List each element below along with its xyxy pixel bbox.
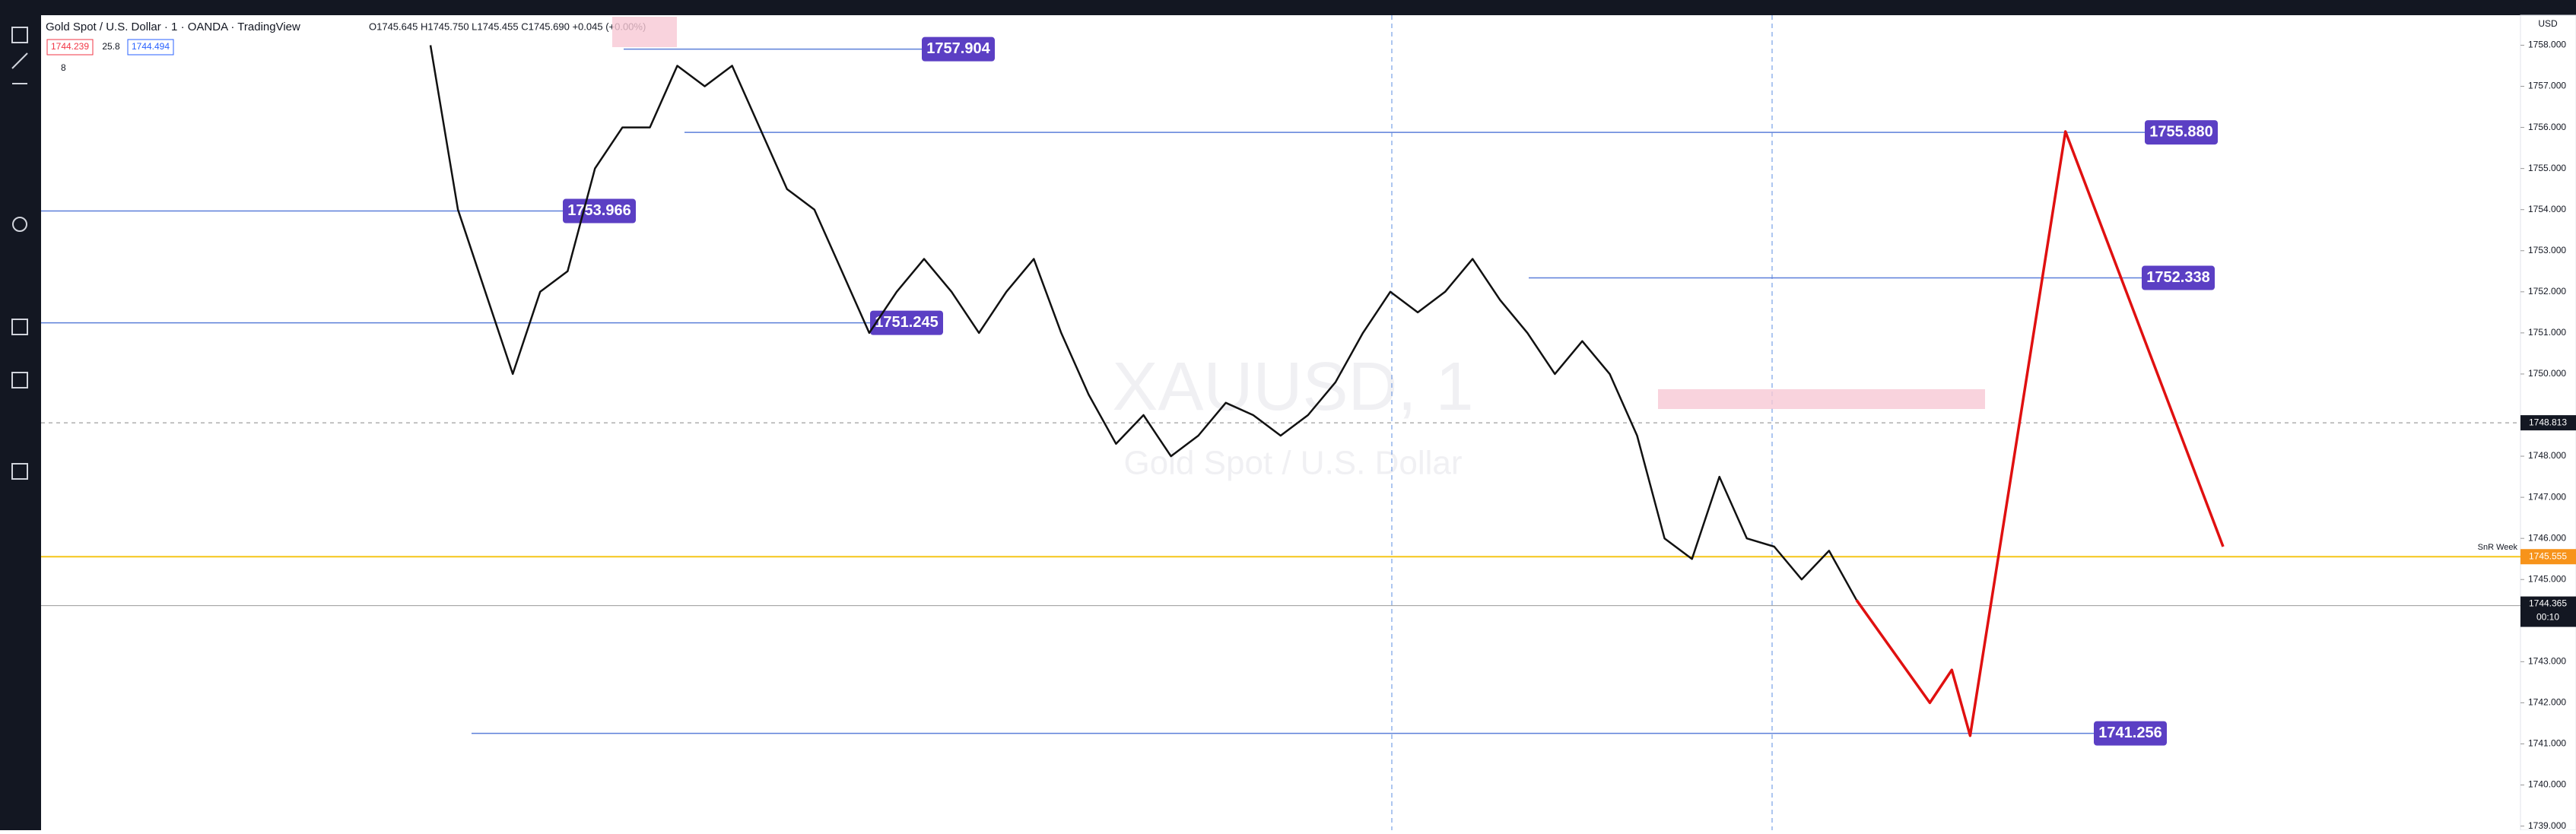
- level-label: 1757.904: [926, 40, 990, 57]
- level-label-box: [2094, 721, 2167, 746]
- watermark-name: Gold Spot / U.S. Dollar: [1123, 445, 1462, 482]
- level-label-box: [2142, 265, 2215, 290]
- crosshair-price: 1748.813: [2529, 417, 2567, 427]
- left-toolbar: [0, 15, 41, 830]
- y-tick-label: 1756.000: [2528, 122, 2566, 132]
- snr-name: SnR Week: [2478, 543, 2518, 552]
- y-tick-label: 1739.000: [2528, 820, 2566, 830]
- y-tick-label: 1757.000: [2528, 81, 2566, 91]
- zone: [612, 17, 677, 47]
- y-tick-label: 1751.000: [2528, 327, 2566, 338]
- y-tick-label: 1746.000: [2528, 532, 2566, 543]
- indicator-count: 8: [61, 62, 66, 73]
- y-tick-label: 1750.000: [2528, 368, 2566, 379]
- last-price: 1744.365: [2529, 598, 2567, 609]
- countdown: 00:10: [2536, 612, 2559, 623]
- level-label: 1751.245: [875, 314, 938, 331]
- y-tick-label: 1754.000: [2528, 204, 2566, 214]
- watermark-symbol: XAUUSD, 1: [1112, 349, 1473, 425]
- snr-price: 1745.555: [2529, 550, 2567, 561]
- spread: 25.8: [102, 41, 120, 52]
- level-label: 1753.966: [567, 202, 631, 219]
- sell-price: 1744.239: [51, 41, 89, 52]
- crosshair-tag: [2520, 415, 2576, 431]
- y-tick-label: 1743.000: [2528, 656, 2566, 667]
- axis-unit[interactable]: USD: [2538, 18, 2558, 29]
- zone: [1658, 389, 1985, 409]
- y-tick-label: 1741.000: [2528, 738, 2566, 749]
- level-label: 1755.880: [2149, 123, 2212, 140]
- chart-title: Gold Spot / U.S. Dollar · 1 · OANDA · Tr…: [46, 21, 300, 33]
- buy-price: 1744.494: [132, 41, 170, 52]
- level-label-box: [870, 310, 943, 335]
- last-price-tag: [2520, 596, 2576, 627]
- snr-tag: [2520, 549, 2576, 565]
- y-tick-label: 1755.000: [2528, 163, 2566, 173]
- y-tick-label: 1748.000: [2528, 450, 2566, 461]
- level-label: 1752.338: [2146, 269, 2209, 286]
- level-label-box: [922, 36, 995, 62]
- sell-box[interactable]: [46, 39, 94, 55]
- y-tick-label: 1742.000: [2528, 697, 2566, 708]
- tool-icons: [11, 27, 28, 480]
- y-tick-label: 1740.000: [2528, 779, 2566, 790]
- level-label: 1741.256: [2098, 725, 2161, 741]
- y-tick-label: 1747.000: [2528, 491, 2566, 502]
- y-tick-label: 1753.000: [2528, 245, 2566, 255]
- y-tick-label: 1758.000: [2528, 40, 2566, 50]
- ohlc: O1745.645 H1745.750 L1745.455 C1745.690 …: [369, 21, 646, 32]
- buy-box[interactable]: [127, 39, 174, 55]
- y-tick-label: 1745.000: [2528, 573, 2566, 584]
- price-line: [429, 45, 1858, 601]
- top-toolbar: [0, 0, 2576, 15]
- y-tick-label: 1752.000: [2528, 286, 2566, 296]
- projection-line: [1855, 130, 2225, 737]
- level-label-box: [2145, 120, 2218, 145]
